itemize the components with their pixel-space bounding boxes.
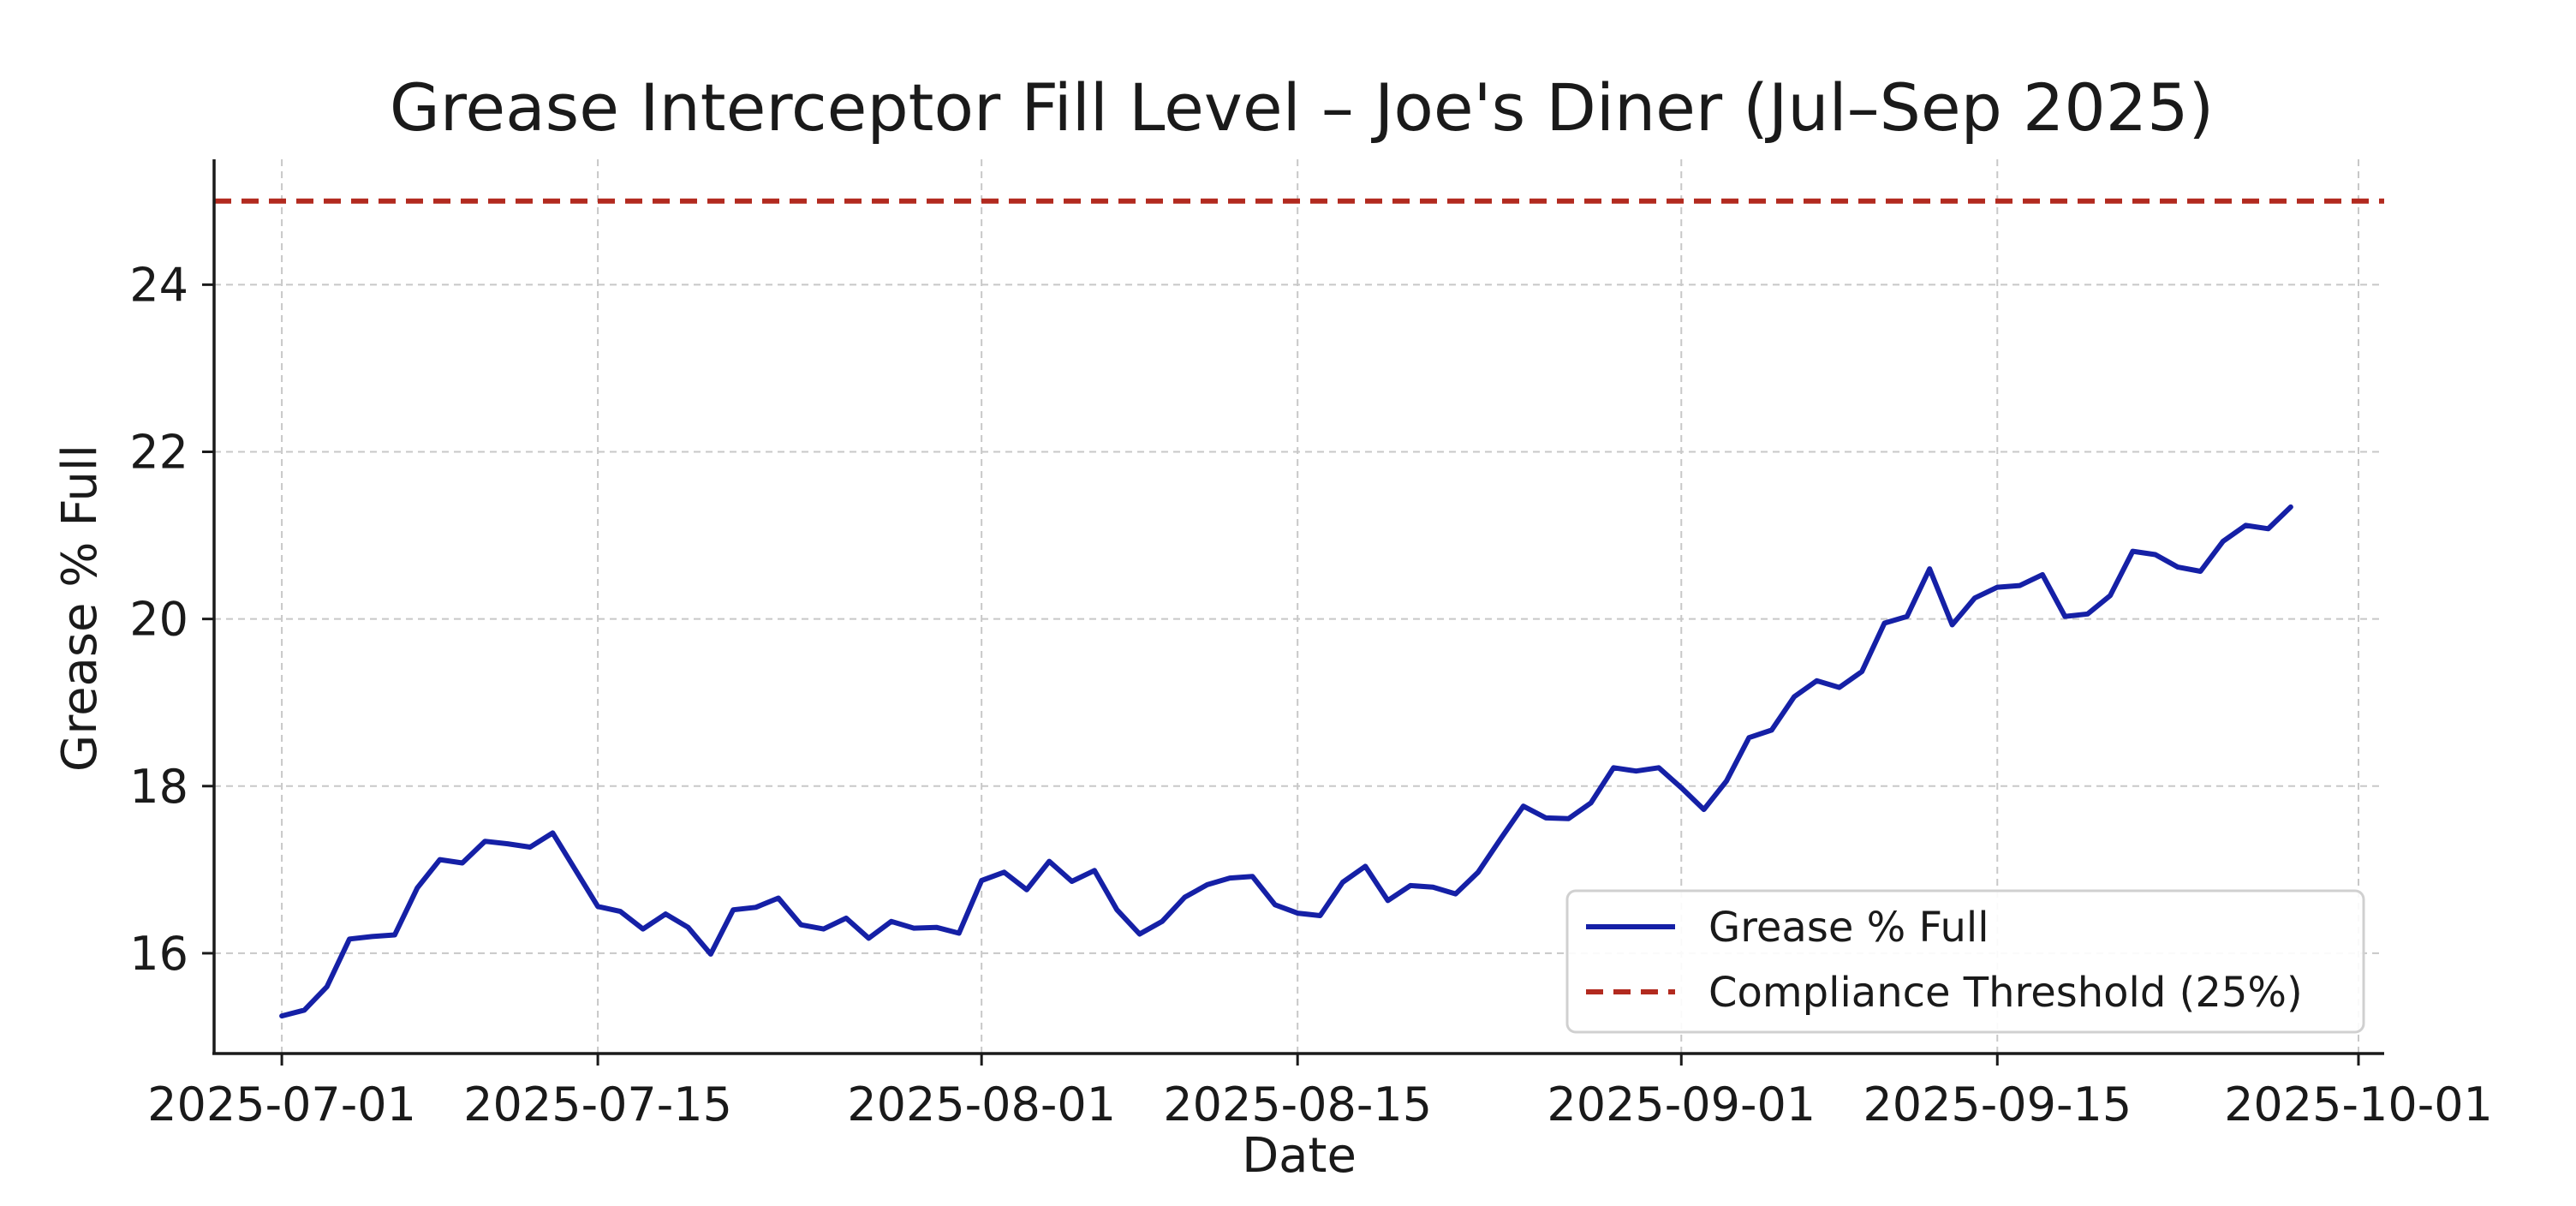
x-tick-label: 2025-08-01 xyxy=(847,1078,1116,1131)
legend: Grease % Full Compliance Threshold (25%) xyxy=(1565,889,2365,1034)
grease-fill-line xyxy=(279,504,2293,1019)
y-tick-label: 18 xyxy=(129,760,188,814)
x-tick-label: 2025-10-01 xyxy=(2224,1078,2493,1131)
legend-box xyxy=(1565,889,2365,1034)
y-axis-label: Grease % Full xyxy=(52,445,108,772)
x-tick-label: 2025-07-01 xyxy=(147,1078,416,1131)
x-tick-label: 2025-09-01 xyxy=(1547,1078,1816,1131)
series-layer xyxy=(279,504,2293,1019)
x-axis-label: Date xyxy=(1242,1128,1357,1184)
x-tick-label: 2025-07-15 xyxy=(463,1078,732,1131)
y-ticks: 16 18 20 22 24 xyxy=(129,258,214,981)
x-tick-label: 2025-09-15 xyxy=(1863,1078,2132,1131)
y-tick-label: 24 xyxy=(129,258,188,312)
y-tick-label: 20 xyxy=(129,593,188,647)
y-tick-label: 16 xyxy=(129,927,188,981)
grid-layer xyxy=(214,159,2384,1054)
legend-label-grease: Grease % Full xyxy=(1708,904,1989,952)
y-tick-label: 22 xyxy=(129,425,188,479)
x-tick-label: 2025-08-15 xyxy=(1163,1078,1432,1131)
x-ticks: 2025-07-01 2025-07-15 2025-08-01 2025-08-15… xyxy=(147,1054,2493,1131)
legend-label-threshold: Compliance Threshold (25%) xyxy=(1708,969,2303,1017)
chart-title: Grease Interceptor Fill Level – Joe's Di… xyxy=(390,69,2214,146)
